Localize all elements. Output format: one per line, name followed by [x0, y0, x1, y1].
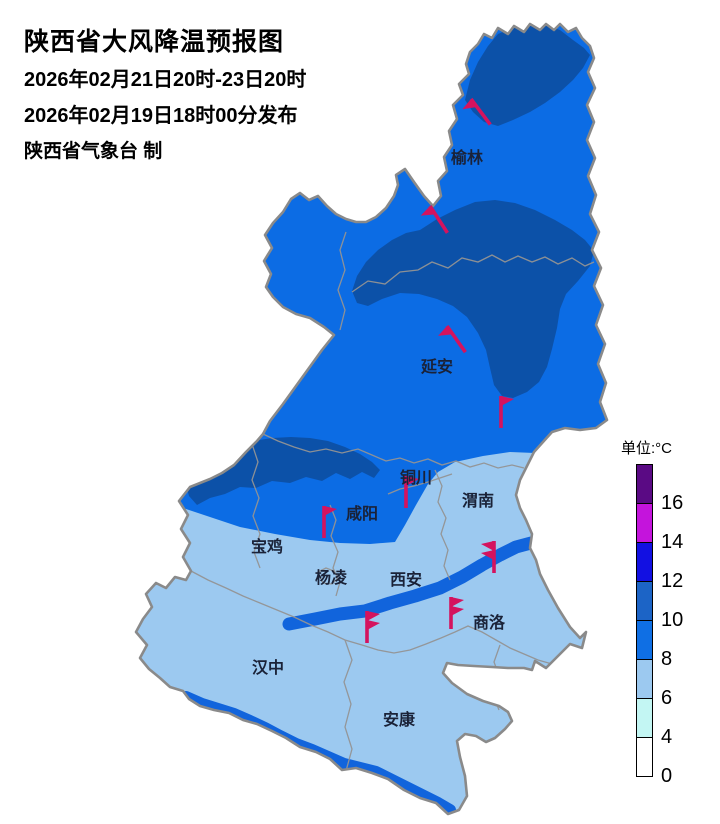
producer-credit: 陕西省气象台 制: [24, 141, 163, 162]
wind-barb-layer: [322, 97, 514, 643]
legend-color-cell-8: [636, 620, 653, 660]
wind-barb-icon-8: [449, 597, 464, 629]
wind-barb-icon-4: [499, 396, 514, 428]
legend-tick-4: 4: [661, 726, 673, 748]
city-label-咸阳: 咸阳: [346, 504, 378, 523]
forecast-period: 2026年02月21日20时-23日20时: [24, 69, 307, 91]
city-label-汉中: 汉中: [252, 658, 284, 677]
wind-barb-icon-1: [462, 97, 492, 126]
page-title: 陕西省大风降温预报图: [24, 28, 285, 56]
legend-tick-16: 16: [661, 492, 684, 514]
legend-unit-label: 单位:°C: [621, 440, 672, 457]
legend-color-cell-6: [636, 659, 653, 699]
legend-tick-10: 10: [661, 609, 684, 631]
city-label-榆林: 榆林: [451, 148, 483, 167]
city-label-西安: 西安: [390, 570, 422, 589]
legend-tick-8: 8: [661, 648, 673, 670]
city-label-商洛: 商洛: [473, 613, 506, 632]
city-label-铜川: 铜川: [400, 468, 432, 487]
wind-barb-icon-6: [322, 506, 337, 538]
city-label-安康: 安康: [383, 710, 416, 729]
city-label-杨凌: 杨凌: [315, 568, 348, 587]
legend-tick-0: 0: [661, 765, 673, 787]
legend-color-cell-0: [636, 737, 653, 777]
wind-barb-icon-5: [404, 476, 419, 508]
legend-tick-12: 12: [661, 570, 684, 592]
legend-color-cell-12: [636, 542, 653, 582]
province-border: [134, 22, 609, 816]
issue-time: 2026年02月19日18时00分发布: [24, 105, 298, 127]
wind-barb-icon-2: [420, 205, 449, 234]
region-dark-central-patch: [352, 200, 594, 398]
legend-color-cell-14: [636, 503, 653, 543]
region-dark-north-patch: [465, 25, 590, 126]
legend-color-cell-10: [636, 581, 653, 621]
city-label-宝鸡: 宝鸡: [251, 537, 283, 556]
wind-barb-icon-3: [438, 324, 467, 354]
city-label-延安: 延安: [420, 357, 453, 376]
legend: 单位:°C 16 14 12 10 8 6 4 0: [621, 437, 716, 807]
wind-barb-icon-9: [365, 611, 380, 643]
legend-color-cell-4: [636, 698, 653, 738]
legend-tick-14: 14: [661, 531, 684, 553]
city-label-渭南: 渭南: [462, 491, 494, 510]
band-qinling-8-10: [282, 536, 538, 631]
legend-color-cell-16: [636, 464, 653, 504]
wind-barb-icon-7: [481, 541, 496, 573]
legend-tick-6: 6: [661, 687, 673, 709]
